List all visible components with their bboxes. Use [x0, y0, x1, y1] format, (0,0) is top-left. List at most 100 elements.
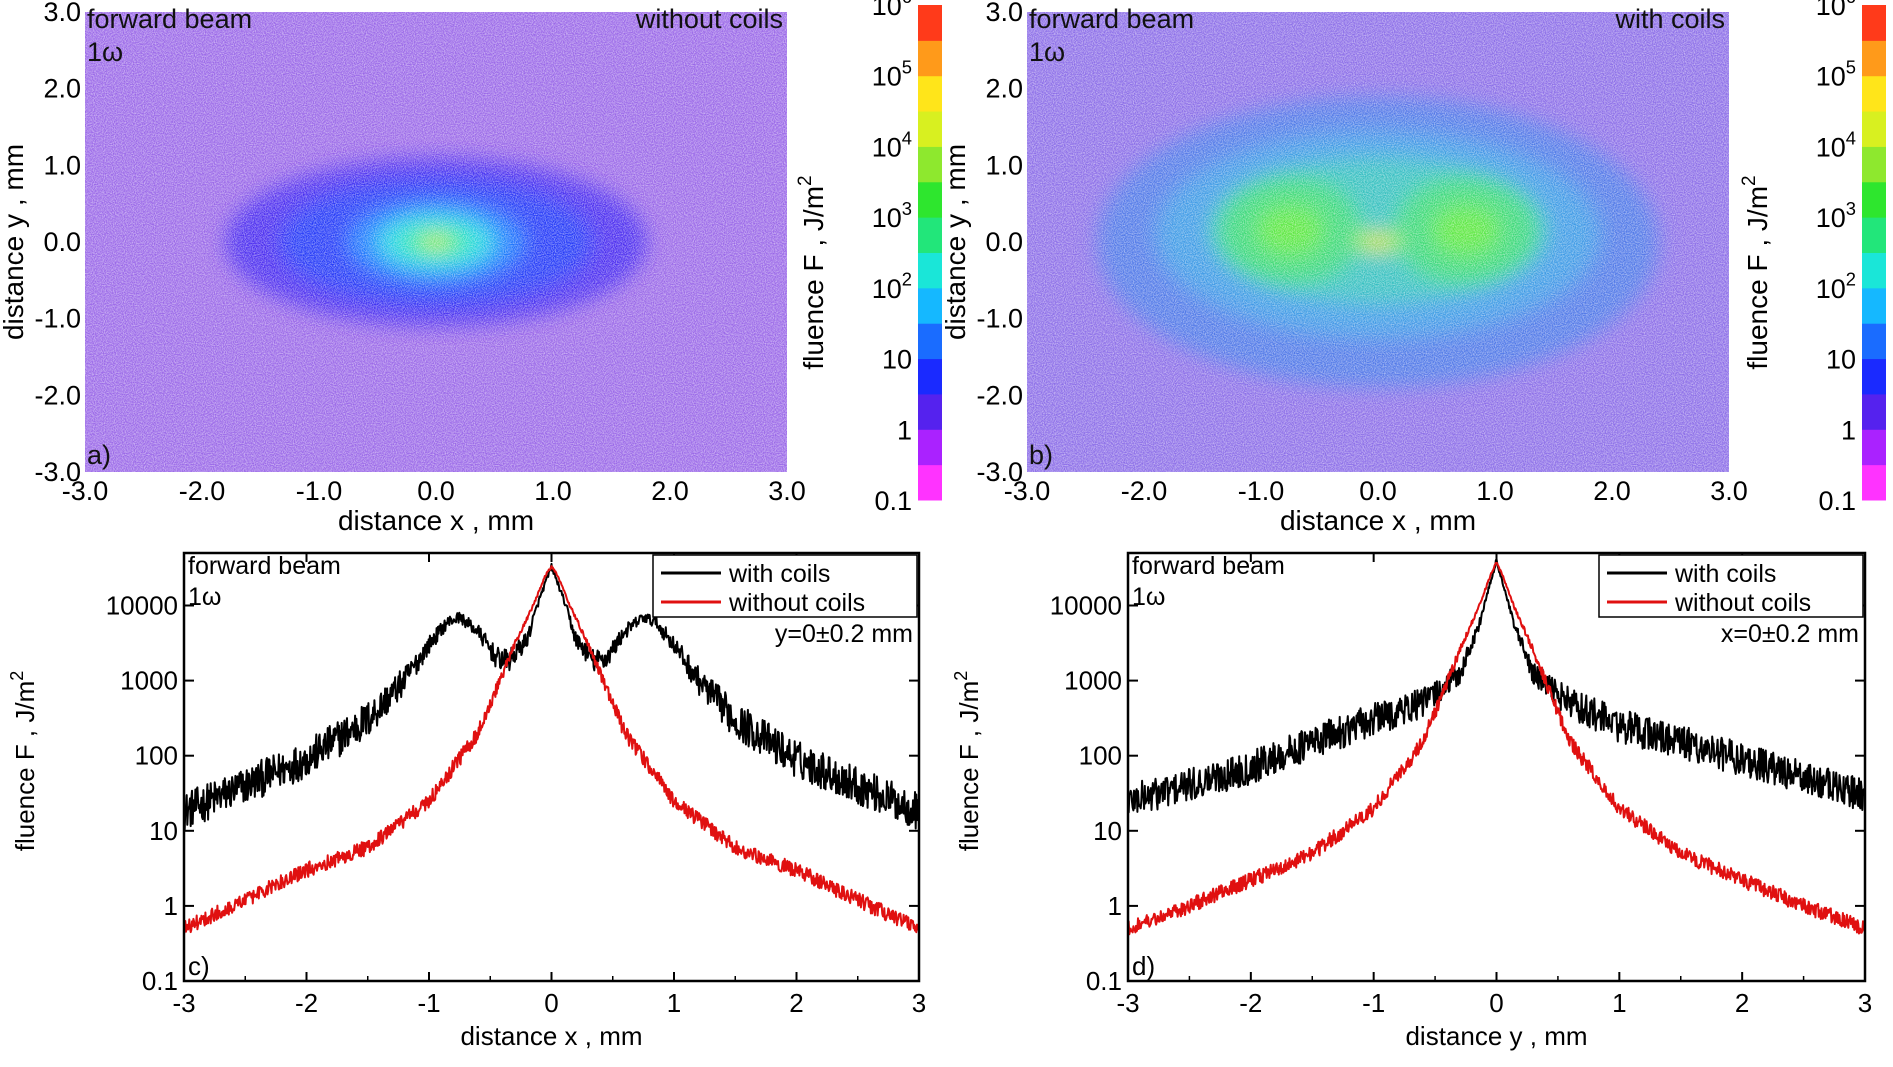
x-tick-label-a: 0.0	[417, 476, 455, 506]
y-tick-label-b: -3.0	[976, 457, 1023, 487]
colorbar-tick-label-a: 103	[872, 198, 912, 233]
colorbar-tick-label-a: 0.1	[874, 486, 912, 516]
heatmap-noise-b	[1027, 12, 1729, 472]
colorbar-label-a: fluence F , J/m2	[795, 175, 829, 369]
colorbar-segment-b	[1862, 75, 1886, 112]
x-tick-label-b: 1.0	[1476, 476, 1514, 506]
colorbar-segment-a	[918, 464, 942, 501]
x-tick-label-c: 3	[912, 988, 926, 1018]
y-axis-label-b: distance y , mm	[940, 144, 971, 340]
y-tick-label-d: 10	[1093, 816, 1122, 846]
x-tick-label-c: -2	[295, 988, 318, 1018]
panel-letter-c: c)	[188, 951, 210, 981]
colorbar-segment-b	[1862, 323, 1886, 360]
colorbar-tick-label-a: 10	[882, 345, 912, 375]
colorbar-segment-b	[1862, 5, 1886, 41]
colorbar-tick-label-b: 104	[1816, 127, 1856, 162]
colorbar-tick-label-b: 0.1	[1818, 486, 1856, 516]
y-tick-label-a: -1.0	[34, 304, 81, 334]
colorbar-segment-b	[1862, 252, 1886, 289]
x-tick-label-c: 0	[544, 988, 558, 1018]
x-tick-label-a: 2.0	[651, 476, 689, 506]
y-tick-label-a: 2.0	[43, 74, 81, 104]
colorbar-segment-b	[1862, 464, 1886, 501]
y-tick-label-a: 3.0	[43, 0, 81, 27]
plot-title-d: forward beam	[1132, 552, 1285, 580]
y-axis-label-c: fluence F , J/m2	[7, 671, 40, 852]
x-tick-label-d: -1	[1362, 988, 1385, 1018]
line-panel-c: -3 -2 -1 0 1 2 3 0.1 1 10 100 1000 10000 distance x ,…	[7, 551, 926, 1051]
colorbar-tick-label-a: 105	[872, 57, 912, 92]
legend-label-d-0: with coils	[1674, 560, 1776, 588]
y-tick-label-c: 10	[149, 816, 178, 846]
colorbar-tick-label-b: 10	[1826, 345, 1856, 375]
y-tick-label-c: 100	[135, 741, 178, 771]
y-tick-label-d: 10000	[1050, 590, 1122, 620]
series-line-c-1	[184, 565, 919, 936]
colorbar-segment-a	[918, 393, 942, 430]
y-tick-label-d: 0.1	[1086, 966, 1122, 996]
panel-letter-b: b)	[1029, 440, 1053, 470]
y-tick-label-b: 2.0	[985, 74, 1023, 104]
colorbar-segment-b	[1862, 146, 1886, 183]
plot-area-c	[184, 562, 919, 936]
x-tick-label-b: -1.0	[1238, 476, 1285, 506]
panel-title-b: forward beam	[1029, 4, 1194, 34]
y-tick-label-a: -3.0	[34, 457, 81, 487]
x-axis-label-a: distance x , mm	[338, 505, 534, 536]
colorbar-tick-label-b: 103	[1816, 198, 1856, 233]
colorbar-segment-a	[918, 146, 942, 183]
x-tick-label-b: -3.0	[1004, 476, 1051, 506]
colorbar-b: 0.1 1 10 102 103 104 105 106 fluence F , J/m2	[1739, 0, 1886, 516]
plot-title-c: forward beam	[188, 552, 341, 580]
y-axis-label-d: fluence F , J/m2	[951, 671, 984, 852]
y-axis-label-a: distance y , mm	[0, 144, 29, 340]
x-tick-label-a: -3.0	[62, 476, 109, 506]
colorbar-tick-label-a: 1	[897, 415, 912, 445]
x-tick-label-d: -2	[1239, 988, 1262, 1018]
colorbar-segment-b	[1862, 358, 1886, 395]
x-axis-label-b: distance x , mm	[1280, 505, 1476, 536]
colorbar-tick-label-b: 102	[1816, 269, 1856, 304]
colorbar-tick-label-b: 1	[1841, 415, 1856, 445]
corner-label-a: without coils	[635, 4, 783, 34]
colorbar-segment-a	[918, 217, 942, 253]
x-tick-label-d: 2	[1735, 988, 1749, 1018]
heatmap-panel-a: -3.0 -2.0 -1.0 0.0 1.0 2.0 3.0 -3.0 -2.0 -1.0 0.0 1…	[0, 0, 806, 536]
y-tick-label-d: 1000	[1064, 666, 1122, 696]
legend-label-d-1: without coils	[1674, 589, 1811, 617]
colorbar-segment-a	[918, 429, 942, 466]
y-tick-label-c: 1000	[120, 666, 178, 696]
y-tick-label-b: -1.0	[976, 304, 1023, 334]
x-tick-label-c: 1	[667, 988, 681, 1018]
x-axis-label-d: distance y , mm	[1405, 1021, 1587, 1051]
legend-box-c	[652, 554, 918, 618]
colorbar-segment-a	[918, 358, 942, 395]
legend-label-c-0: with coils	[728, 560, 830, 588]
panel-letter-a: a)	[87, 440, 111, 470]
panel-subtitle-b: 1ω	[1029, 37, 1065, 67]
colorbar-segment-b	[1862, 181, 1886, 218]
colorbar-tick-label-b: 106	[1816, 0, 1856, 21]
x-tick-label-d: 0	[1489, 988, 1503, 1018]
y-tick-label-a: 0.0	[43, 227, 81, 257]
colorbar-tick-label-a: 106	[872, 0, 912, 21]
heatmap-image-a	[85, 12, 787, 472]
colorbar-segment-b	[1862, 111, 1886, 147]
x-tick-label-b: 2.0	[1593, 476, 1631, 506]
y-tick-label-d: 1	[1108, 891, 1122, 921]
colorbar-segment-b	[1862, 393, 1886, 430]
legend-label-c-1: without coils	[728, 589, 865, 617]
x-tick-label-b: 0.0	[1359, 476, 1397, 506]
colorbar-label-b: fluence F , J/m2	[1739, 175, 1773, 369]
y-tick-label-b: 1.0	[985, 150, 1023, 180]
plot-subtitle-d: 1ω	[1132, 583, 1165, 611]
colorbar-segment-a	[918, 40, 942, 77]
x-tick-label-a: 1.0	[534, 476, 572, 506]
colorbar-segment-a	[918, 111, 942, 147]
y-tick-label-b: -2.0	[976, 380, 1023, 410]
x-tick-label-c: 2	[789, 988, 803, 1018]
y-tick-label-b: 3.0	[985, 0, 1023, 27]
y-tick-label-d: 100	[1079, 741, 1122, 771]
colorbar-segment-a	[918, 252, 942, 289]
